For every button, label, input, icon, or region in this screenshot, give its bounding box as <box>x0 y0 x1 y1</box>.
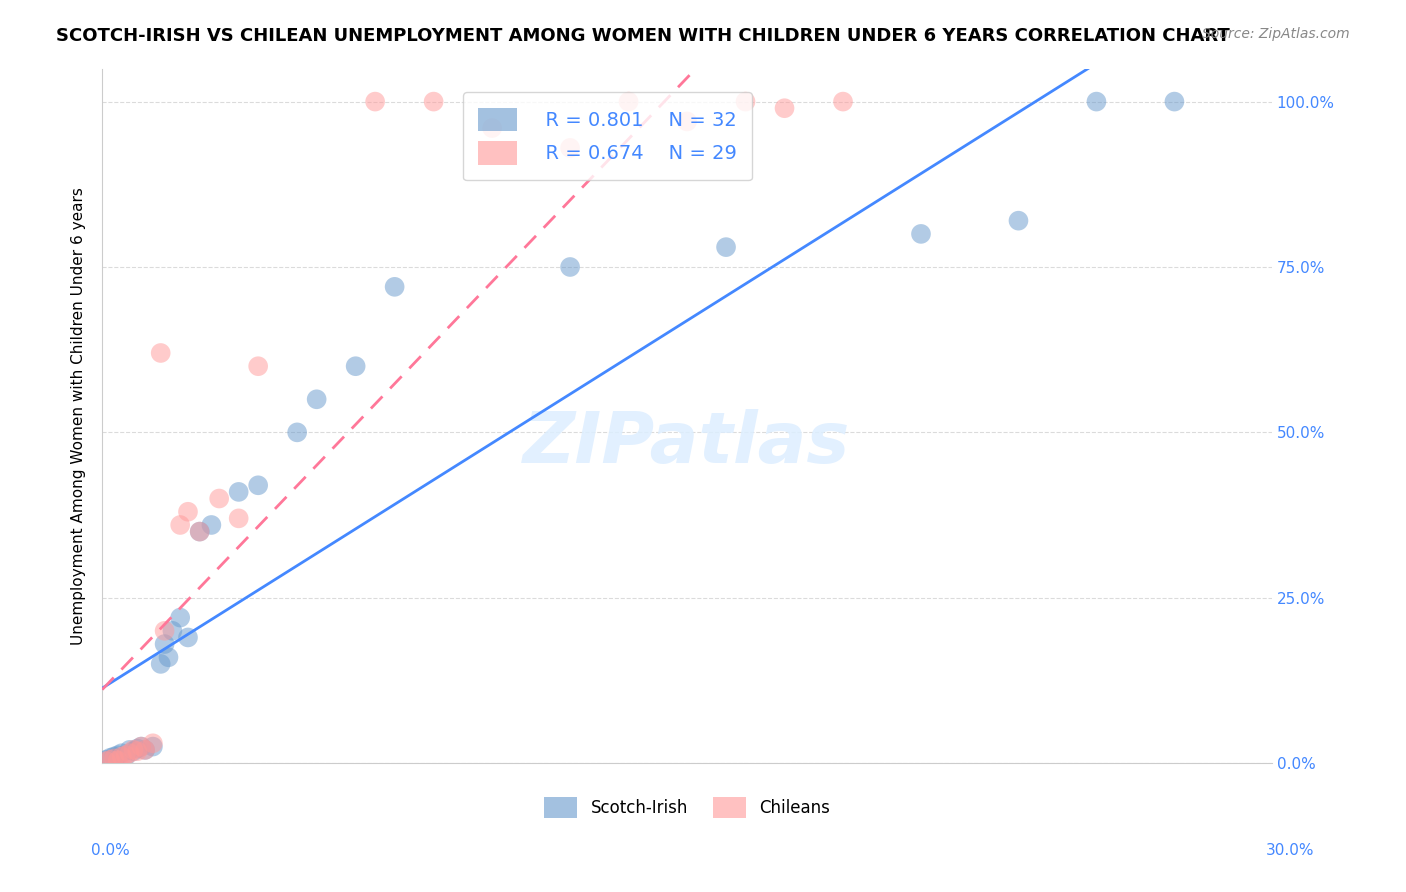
Point <box>94 754 117 768</box>
Point <box>107 748 129 763</box>
Point <box>142 739 165 754</box>
Legend: Scotch-Irish, Chileans: Scotch-Irish, Chileans <box>537 790 837 824</box>
Point <box>832 95 855 109</box>
Point <box>734 95 756 109</box>
Point <box>1163 95 1185 109</box>
Text: 30.0%: 30.0% <box>1267 843 1315 858</box>
Point <box>134 743 156 757</box>
Point <box>228 511 250 525</box>
Point <box>118 746 141 760</box>
Point <box>122 743 145 757</box>
Point <box>103 749 125 764</box>
Text: SCOTCH-IRISH VS CHILEAN UNEMPLOYMENT AMONG WOMEN WITH CHILDREN UNDER 6 YEARS COR: SCOTCH-IRISH VS CHILEAN UNEMPLOYMENT AMO… <box>56 27 1230 45</box>
Point <box>162 624 184 638</box>
Point <box>129 739 152 754</box>
Point <box>558 141 581 155</box>
Point <box>188 524 211 539</box>
Point <box>200 518 222 533</box>
Point <box>103 751 125 765</box>
Point <box>134 743 156 757</box>
Y-axis label: Unemployment Among Women with Children Under 6 years: Unemployment Among Women with Children U… <box>72 187 86 645</box>
Point <box>1007 213 1029 227</box>
Point <box>153 624 176 638</box>
Point <box>127 744 149 758</box>
Point <box>157 650 180 665</box>
Point <box>364 95 387 109</box>
Point <box>114 748 136 763</box>
Point <box>1085 95 1108 109</box>
Point <box>344 359 367 374</box>
Point <box>153 637 176 651</box>
Point <box>98 753 121 767</box>
Text: ZIPatlas: ZIPatlas <box>523 409 851 478</box>
Point <box>111 746 134 760</box>
Point <box>714 240 737 254</box>
Point <box>247 359 270 374</box>
Point <box>142 736 165 750</box>
Point <box>384 280 406 294</box>
Point <box>481 121 503 136</box>
Point <box>228 484 250 499</box>
Point <box>422 95 444 109</box>
Point <box>773 101 796 115</box>
Point <box>169 518 191 533</box>
Point <box>617 95 640 109</box>
Point <box>94 753 117 767</box>
Point <box>558 260 581 274</box>
Point <box>114 749 136 764</box>
Text: Source: ZipAtlas.com: Source: ZipAtlas.com <box>1202 27 1350 41</box>
Point <box>910 227 932 241</box>
Point <box>118 743 141 757</box>
Point <box>208 491 231 506</box>
Point <box>111 749 134 764</box>
Point <box>177 505 200 519</box>
Point <box>169 610 191 624</box>
Point <box>676 114 699 128</box>
Point <box>149 657 172 671</box>
Point <box>247 478 270 492</box>
Point <box>122 744 145 758</box>
Point <box>149 346 172 360</box>
Point <box>177 631 200 645</box>
Point <box>188 524 211 539</box>
Point <box>127 741 149 756</box>
Point <box>305 392 328 407</box>
Point <box>129 739 152 754</box>
Point <box>285 425 308 440</box>
Point <box>107 754 129 768</box>
Point <box>98 751 121 765</box>
Text: 0.0%: 0.0% <box>91 843 131 858</box>
